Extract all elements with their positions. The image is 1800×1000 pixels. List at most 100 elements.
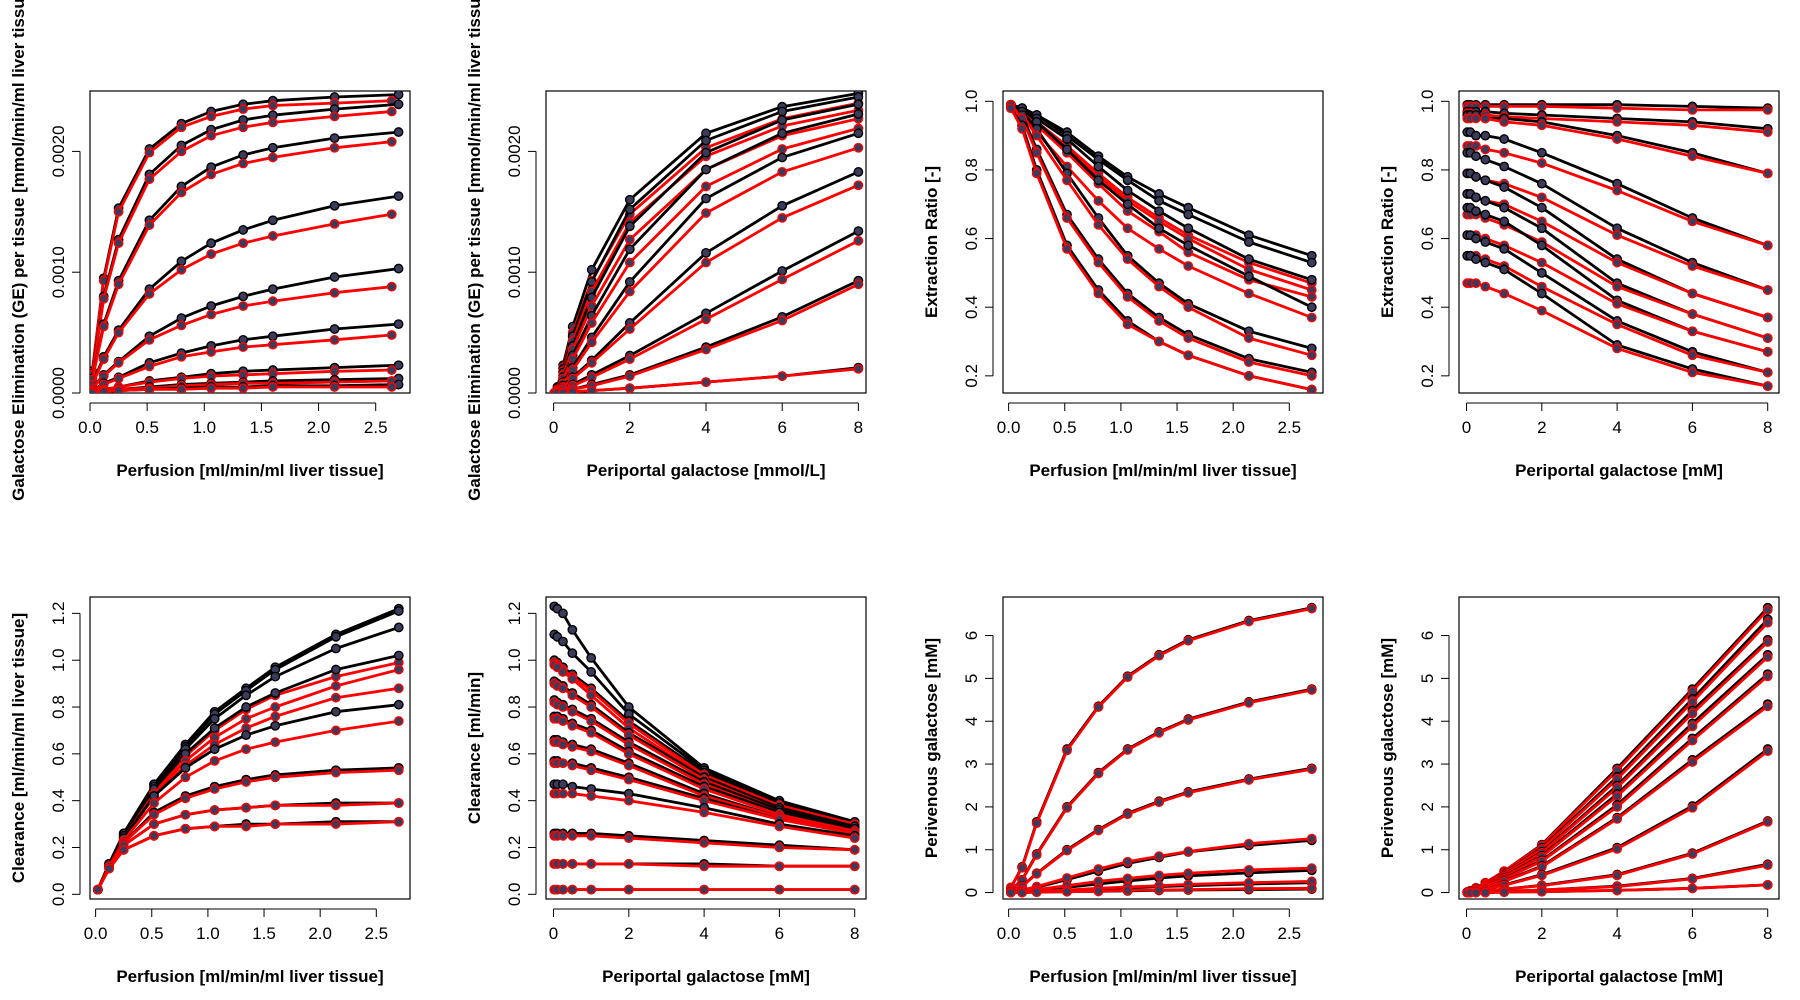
data-point <box>1612 230 1623 241</box>
data-point <box>849 833 860 844</box>
y-tick-label: 6 <box>1418 631 1437 640</box>
series-line-red <box>92 385 392 393</box>
data-point <box>1612 281 1623 292</box>
data-point <box>1536 101 1547 112</box>
data-point <box>567 760 578 771</box>
y-tick-label: 3 <box>1418 759 1437 768</box>
panel-p5: 0.0 0.5 1.0 1.5 2.0 2.5 0.0 0.2 0.4 0.6 0.8 1.0 1.2 P… <box>9 596 411 986</box>
data-point <box>1062 134 1072 144</box>
x-tick-label: 0 <box>549 418 558 437</box>
data-point <box>1183 868 1194 879</box>
data-point <box>176 146 187 157</box>
series-line-red <box>1010 837 1312 894</box>
data-point <box>1762 346 1773 357</box>
x-tick-label: 2 <box>624 924 633 943</box>
x-tick-label: 0.0 <box>84 924 108 943</box>
data-point <box>1480 237 1491 247</box>
series-line-black <box>1009 606 1313 889</box>
data-point <box>623 795 634 806</box>
y-tick-label: 1.0 <box>49 648 68 672</box>
data-point <box>1687 757 1698 767</box>
data-point <box>238 104 249 115</box>
data-point <box>1183 884 1194 895</box>
data-point <box>209 713 220 724</box>
y-axis-title: Clearance [ml/min] <box>465 672 484 824</box>
data-point <box>206 347 217 357</box>
data-point <box>98 321 109 332</box>
data-point <box>238 122 249 133</box>
data-point <box>1762 104 1773 115</box>
x-axis-title: Perfusion [ml/min/ml liver tissue] <box>116 461 383 480</box>
data-point <box>267 331 278 342</box>
x-tick-label: 1.0 <box>1109 924 1133 943</box>
data-point <box>1687 104 1698 115</box>
series-line-red <box>1010 688 1313 891</box>
data-point <box>1243 357 1254 368</box>
data-point <box>330 819 341 829</box>
data-point <box>1122 185 1133 196</box>
y-tick-label: 1.2 <box>505 602 524 626</box>
data-point <box>1062 886 1072 897</box>
data-point <box>393 683 404 694</box>
x-tick-label: 1.5 <box>252 924 276 943</box>
data-point <box>1536 158 1547 168</box>
data-point <box>1762 701 1773 712</box>
series-group <box>1462 602 1773 898</box>
data-point <box>1017 862 1027 873</box>
y-tick-label: 1 <box>1418 845 1437 854</box>
data-point <box>1499 116 1510 127</box>
data-point <box>330 706 341 717</box>
x-axis-title: Periportal galactose [mmol/L] <box>587 461 826 480</box>
data-point <box>853 167 864 177</box>
x-tick-label: 6 <box>775 924 784 943</box>
x-tick-label: 0.5 <box>1053 924 1077 943</box>
data-point <box>1480 887 1491 898</box>
data-point <box>1536 192 1547 203</box>
x-axis-title: Periportal galactose [mM] <box>1515 461 1723 480</box>
data-point <box>1762 285 1773 295</box>
y-axis: 0.2 0.4 0.6 0.8 1.0 <box>1418 89 1450 388</box>
data-point <box>176 384 187 393</box>
data-point <box>1154 336 1164 347</box>
x-tick-label: 8 <box>854 418 863 437</box>
data-point <box>209 805 220 815</box>
data-point <box>1122 885 1133 896</box>
y-tick-label: 0.6 <box>49 742 68 766</box>
data-point <box>1243 254 1254 265</box>
data-point <box>701 181 711 192</box>
data-point <box>586 385 597 393</box>
data-point <box>1243 775 1254 785</box>
data-point <box>1687 735 1698 746</box>
data-point <box>624 354 635 365</box>
data-point <box>701 247 711 258</box>
data-point <box>558 884 568 895</box>
data-point <box>1499 288 1510 299</box>
x-tick-label: 6 <box>1688 924 1697 943</box>
data-point <box>1612 319 1623 330</box>
data-point <box>238 291 249 302</box>
data-point <box>1122 319 1133 330</box>
y-tick-label: 0 <box>962 888 981 897</box>
data-point <box>270 772 281 783</box>
data-point <box>1122 809 1133 820</box>
data-point <box>1499 134 1510 144</box>
data-point <box>386 106 397 117</box>
x-tick-label: 2.0 <box>1221 924 1245 943</box>
y-tick-label: 2 <box>962 802 981 811</box>
data-point <box>1471 141 1481 151</box>
series-line-black <box>1009 103 1313 374</box>
data-point <box>1480 154 1491 165</box>
data-point <box>567 830 578 841</box>
data-point <box>558 788 568 799</box>
data-point <box>330 800 341 811</box>
data-point <box>1154 316 1164 326</box>
data-point <box>386 136 397 147</box>
data-point <box>853 99 864 110</box>
panel-p7: 0.0 0.5 1.0 1.5 2.0 2.5 0 1 2 3 4 5 6 Perfusion [ml/m… <box>922 596 1324 986</box>
data-point <box>1536 257 1547 268</box>
data-point <box>1499 202 1510 213</box>
data-point <box>1762 652 1773 662</box>
x-tick-label: 1.0 <box>1109 418 1133 437</box>
series-line-red <box>1009 103 1313 357</box>
data-point <box>1306 302 1317 313</box>
